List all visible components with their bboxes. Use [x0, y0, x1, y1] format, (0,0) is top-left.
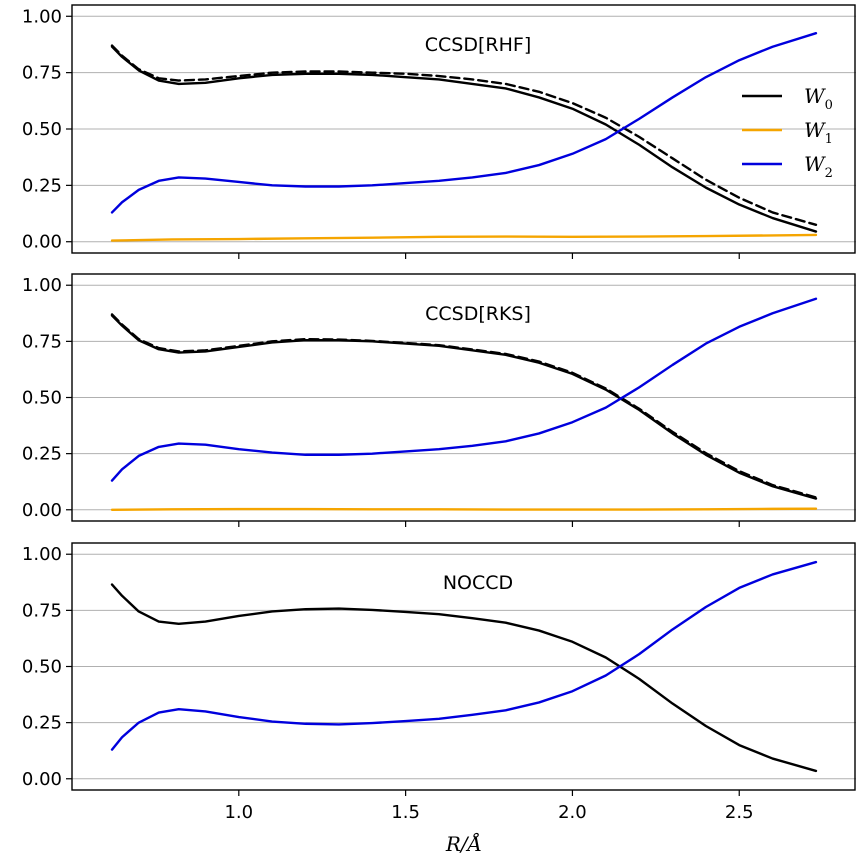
y-tick-label: 0.00	[22, 500, 62, 521]
y-tick-label: 0.25	[22, 713, 62, 734]
y-tick-label: 0.50	[22, 119, 62, 140]
x-tick-label: 1.5	[391, 802, 420, 823]
x-tick-label: 1.0	[224, 802, 253, 823]
y-tick-label: 1.00	[22, 6, 62, 27]
panel-2: 0.00 0.25 0.50 0.75 1.00 CCSD[RKS]	[22, 273, 856, 527]
x-tick-label: 2.0	[558, 802, 587, 823]
y-tick-label: 1.00	[22, 544, 62, 565]
y-tick-label: 0.75	[22, 600, 62, 621]
axes-frame	[71, 542, 856, 791]
series-line-w2	[110, 560, 818, 751]
series-line-w2	[110, 31, 818, 214]
series-line-w0-ref	[110, 44, 818, 227]
panel-title: CCSD[RKS]	[425, 303, 531, 325]
legend-label: W2	[804, 152, 833, 181]
panel-3: 0.00 0.25 0.50 0.75 1.00 1.0 1.5 2.0 2.5 NOCCD	[22, 542, 856, 823]
y-tick-label: 0.25	[22, 175, 62, 196]
legend-label-subscript: 2	[825, 166, 833, 181]
panel-title: NOCCD	[443, 572, 513, 594]
legend-label: W0	[804, 84, 833, 113]
series-line-w0	[110, 314, 818, 500]
y-tick-label: 0.00	[22, 232, 62, 253]
y-tick-label: 0.75	[22, 63, 62, 84]
y-tick-label: 0.25	[22, 444, 62, 465]
y-tick-label: 0.75	[22, 331, 62, 352]
legend-label: W1	[804, 118, 833, 147]
series-line-w2	[110, 297, 818, 482]
x-axis-label: R/Å	[445, 831, 482, 856]
y-tick-label: 1.00	[22, 275, 62, 296]
y-tick-label: 0.00	[22, 769, 62, 790]
legend-label-subscript: 1	[825, 132, 833, 147]
axes-frame	[71, 273, 856, 522]
legend-label-text: W	[804, 118, 826, 142]
y-tick-label: 0.50	[22, 657, 62, 678]
series-line-w0	[110, 583, 818, 773]
series-line-w1	[110, 507, 818, 511]
legend-label-text: W	[804, 84, 826, 108]
series-line-w0	[110, 45, 818, 233]
legend-label-subscript: 0	[825, 98, 833, 113]
panel-title: CCSD[RHF]	[425, 34, 531, 56]
legend-label-text: W	[804, 152, 826, 176]
series-line-w0-ref	[110, 313, 818, 499]
panel-1: 0.00 0.25 0.50 0.75 1.00 CCSD[RHF]	[22, 4, 856, 259]
series-line-w1	[110, 233, 818, 242]
y-tick-label: 0.50	[22, 388, 62, 409]
axes-frame	[71, 4, 856, 254]
x-tick-label: 2.5	[725, 802, 754, 823]
